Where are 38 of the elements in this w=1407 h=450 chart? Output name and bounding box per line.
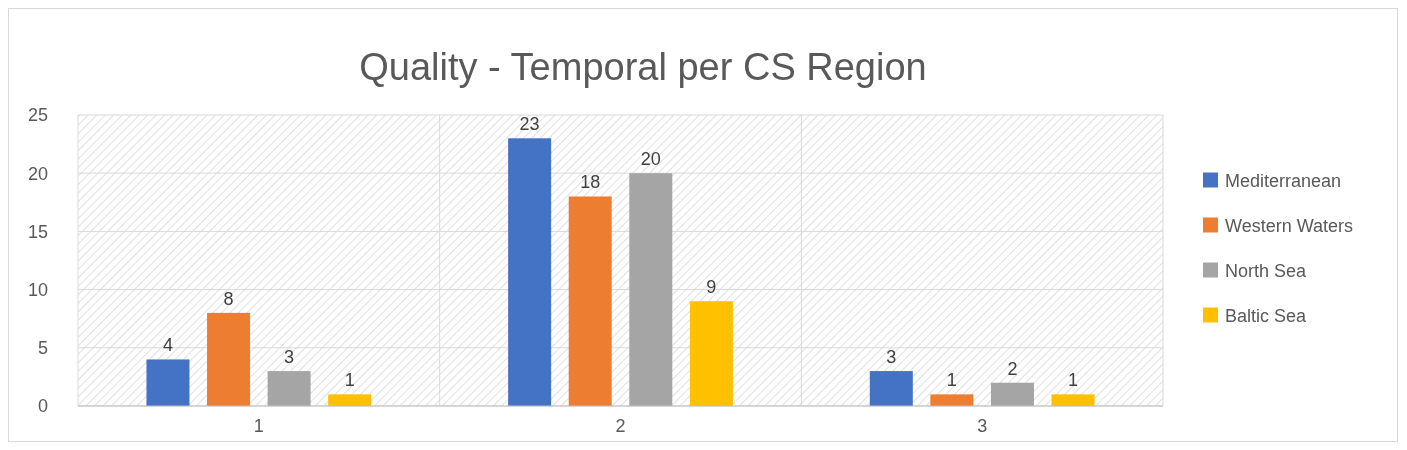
y-tick-label: 0 (37, 396, 48, 417)
data-label: 2 (1007, 358, 1018, 379)
legend-label: Western Waters (1225, 215, 1354, 236)
y-tick-label: 10 (27, 279, 48, 300)
bar (689, 301, 733, 406)
data-label: 4 (162, 335, 173, 356)
data-label: 23 (519, 114, 540, 135)
x-tick-label: 1 (253, 416, 264, 436)
data-label: 3 (886, 347, 897, 368)
bar (629, 173, 673, 406)
chart-title: Quality - Temporal per CS Region (359, 46, 927, 88)
bar (146, 359, 190, 406)
legend-label: Baltic Sea (1225, 305, 1308, 326)
y-tick-label: 20 (27, 163, 48, 184)
bar (930, 394, 974, 406)
bar (990, 382, 1034, 406)
bar (869, 371, 913, 406)
data-label: 3 (284, 347, 295, 368)
data-label: 20 (640, 149, 661, 170)
bar (267, 371, 311, 406)
data-label: 1 (344, 370, 355, 391)
x-tick-label: 2 (615, 416, 626, 436)
bar (328, 394, 372, 406)
bar (508, 138, 552, 406)
bar (1051, 394, 1095, 406)
bar (568, 196, 612, 406)
bar (207, 312, 251, 406)
data-label: 9 (706, 277, 717, 298)
data-label: 18 (580, 172, 601, 193)
y-tick-label: 5 (37, 338, 48, 359)
y-tick-label: 25 (27, 105, 48, 126)
x-tick-label: 3 (977, 416, 988, 436)
data-label: 1 (946, 370, 957, 391)
legend-label: Mediterranean (1225, 170, 1342, 191)
data-label: 8 (223, 288, 234, 309)
data-label: 1 (1068, 370, 1079, 391)
legend-label: North Sea (1225, 260, 1308, 281)
y-tick-label: 15 (27, 221, 48, 242)
